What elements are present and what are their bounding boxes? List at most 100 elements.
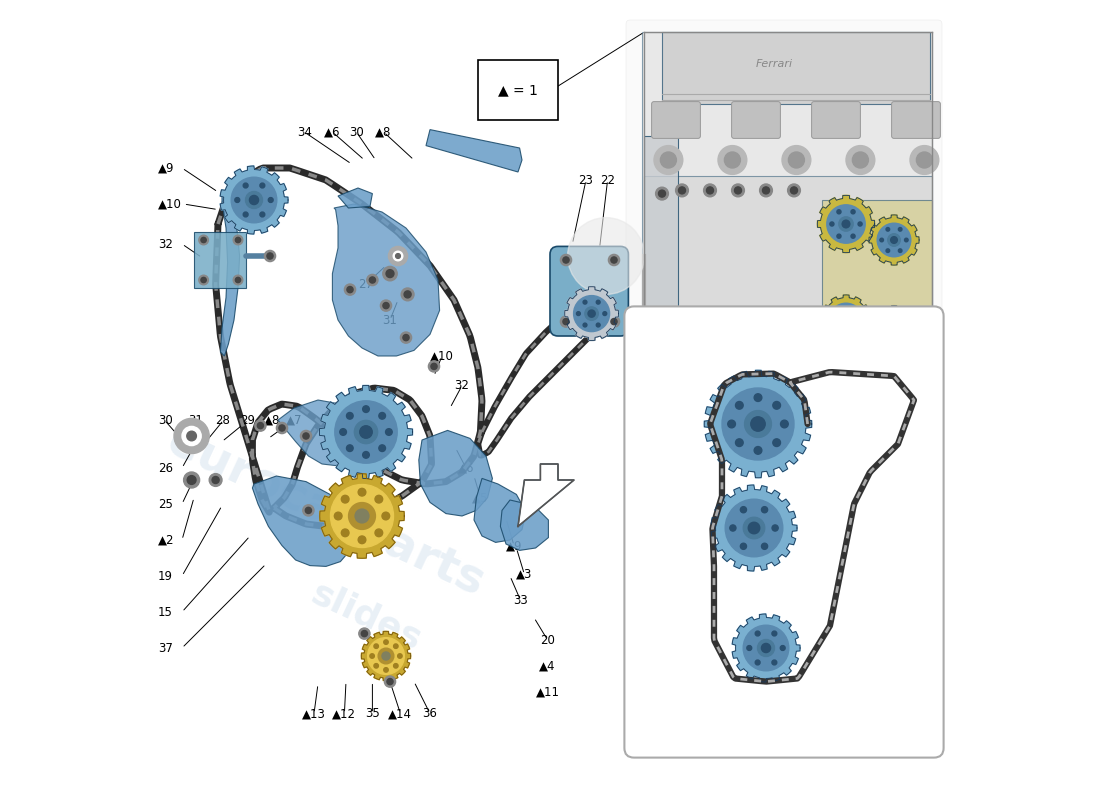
- Circle shape: [341, 495, 349, 503]
- Polygon shape: [642, 32, 933, 428]
- Circle shape: [725, 499, 783, 557]
- Circle shape: [729, 525, 736, 531]
- Circle shape: [428, 361, 440, 372]
- Circle shape: [374, 644, 378, 649]
- Circle shape: [898, 336, 901, 339]
- FancyBboxPatch shape: [550, 246, 628, 336]
- Text: 34: 34: [297, 126, 311, 138]
- Circle shape: [235, 238, 241, 242]
- Circle shape: [260, 183, 265, 188]
- Circle shape: [838, 329, 842, 333]
- Circle shape: [889, 322, 900, 334]
- Circle shape: [330, 485, 394, 547]
- Circle shape: [346, 413, 353, 419]
- Circle shape: [370, 654, 374, 658]
- Text: 17: 17: [669, 478, 683, 490]
- Circle shape: [596, 300, 601, 304]
- Circle shape: [233, 235, 243, 245]
- Circle shape: [789, 152, 804, 168]
- Circle shape: [384, 676, 396, 687]
- Circle shape: [728, 420, 736, 428]
- Circle shape: [603, 312, 607, 315]
- Polygon shape: [252, 476, 354, 566]
- Circle shape: [404, 291, 411, 298]
- Circle shape: [596, 323, 601, 327]
- Circle shape: [182, 426, 201, 446]
- Circle shape: [378, 445, 385, 451]
- Circle shape: [659, 190, 666, 197]
- Circle shape: [891, 237, 898, 243]
- Text: ▲9: ▲9: [506, 539, 522, 552]
- Circle shape: [563, 318, 569, 325]
- Circle shape: [850, 329, 854, 333]
- Circle shape: [233, 275, 243, 285]
- Circle shape: [596, 323, 601, 327]
- Circle shape: [397, 654, 403, 658]
- Circle shape: [887, 336, 890, 339]
- Circle shape: [773, 439, 781, 446]
- Text: 19: 19: [158, 570, 173, 582]
- Circle shape: [851, 234, 855, 238]
- Polygon shape: [821, 295, 871, 345]
- Circle shape: [375, 529, 383, 537]
- Circle shape: [250, 195, 258, 205]
- Text: 27: 27: [359, 278, 374, 290]
- Text: 31: 31: [383, 314, 397, 326]
- Polygon shape: [645, 176, 933, 428]
- Circle shape: [573, 296, 609, 331]
- Circle shape: [359, 536, 366, 544]
- Circle shape: [393, 251, 403, 261]
- Circle shape: [576, 312, 581, 315]
- Polygon shape: [474, 478, 526, 542]
- Circle shape: [610, 257, 617, 263]
- Circle shape: [740, 543, 747, 550]
- Circle shape: [267, 253, 273, 259]
- Circle shape: [381, 300, 392, 311]
- Polygon shape: [362, 631, 410, 681]
- Text: ▲5: ▲5: [472, 491, 488, 504]
- Circle shape: [762, 187, 770, 194]
- Circle shape: [268, 198, 273, 202]
- Circle shape: [400, 332, 411, 343]
- Text: 30: 30: [349, 126, 364, 138]
- Circle shape: [880, 238, 883, 242]
- Circle shape: [675, 184, 689, 197]
- Circle shape: [378, 648, 394, 664]
- Circle shape: [660, 152, 676, 168]
- Circle shape: [760, 184, 772, 197]
- Text: 16: 16: [669, 518, 683, 530]
- Circle shape: [780, 646, 785, 650]
- Polygon shape: [320, 474, 404, 558]
- Text: 18: 18: [669, 646, 683, 658]
- Polygon shape: [518, 464, 574, 526]
- Circle shape: [209, 474, 222, 486]
- Circle shape: [382, 652, 390, 660]
- Polygon shape: [626, 352, 697, 424]
- Text: ▲10: ▲10: [430, 350, 454, 362]
- Circle shape: [772, 631, 777, 636]
- Polygon shape: [419, 430, 493, 516]
- Circle shape: [888, 234, 900, 246]
- Circle shape: [383, 302, 389, 309]
- Circle shape: [653, 379, 671, 397]
- Circle shape: [276, 422, 287, 434]
- Circle shape: [302, 505, 313, 516]
- Circle shape: [174, 418, 209, 454]
- Text: ▲9: ▲9: [158, 162, 175, 174]
- Circle shape: [857, 318, 860, 322]
- Circle shape: [827, 205, 866, 243]
- Circle shape: [431, 363, 437, 370]
- Circle shape: [839, 217, 854, 231]
- Circle shape: [838, 307, 842, 311]
- Polygon shape: [712, 485, 798, 571]
- Circle shape: [829, 222, 834, 226]
- Circle shape: [375, 495, 383, 503]
- Circle shape: [899, 227, 902, 231]
- Polygon shape: [319, 386, 412, 478]
- FancyBboxPatch shape: [626, 20, 942, 436]
- Circle shape: [585, 307, 598, 320]
- Circle shape: [781, 420, 789, 428]
- Circle shape: [596, 300, 601, 304]
- Circle shape: [732, 184, 745, 197]
- Circle shape: [583, 300, 587, 304]
